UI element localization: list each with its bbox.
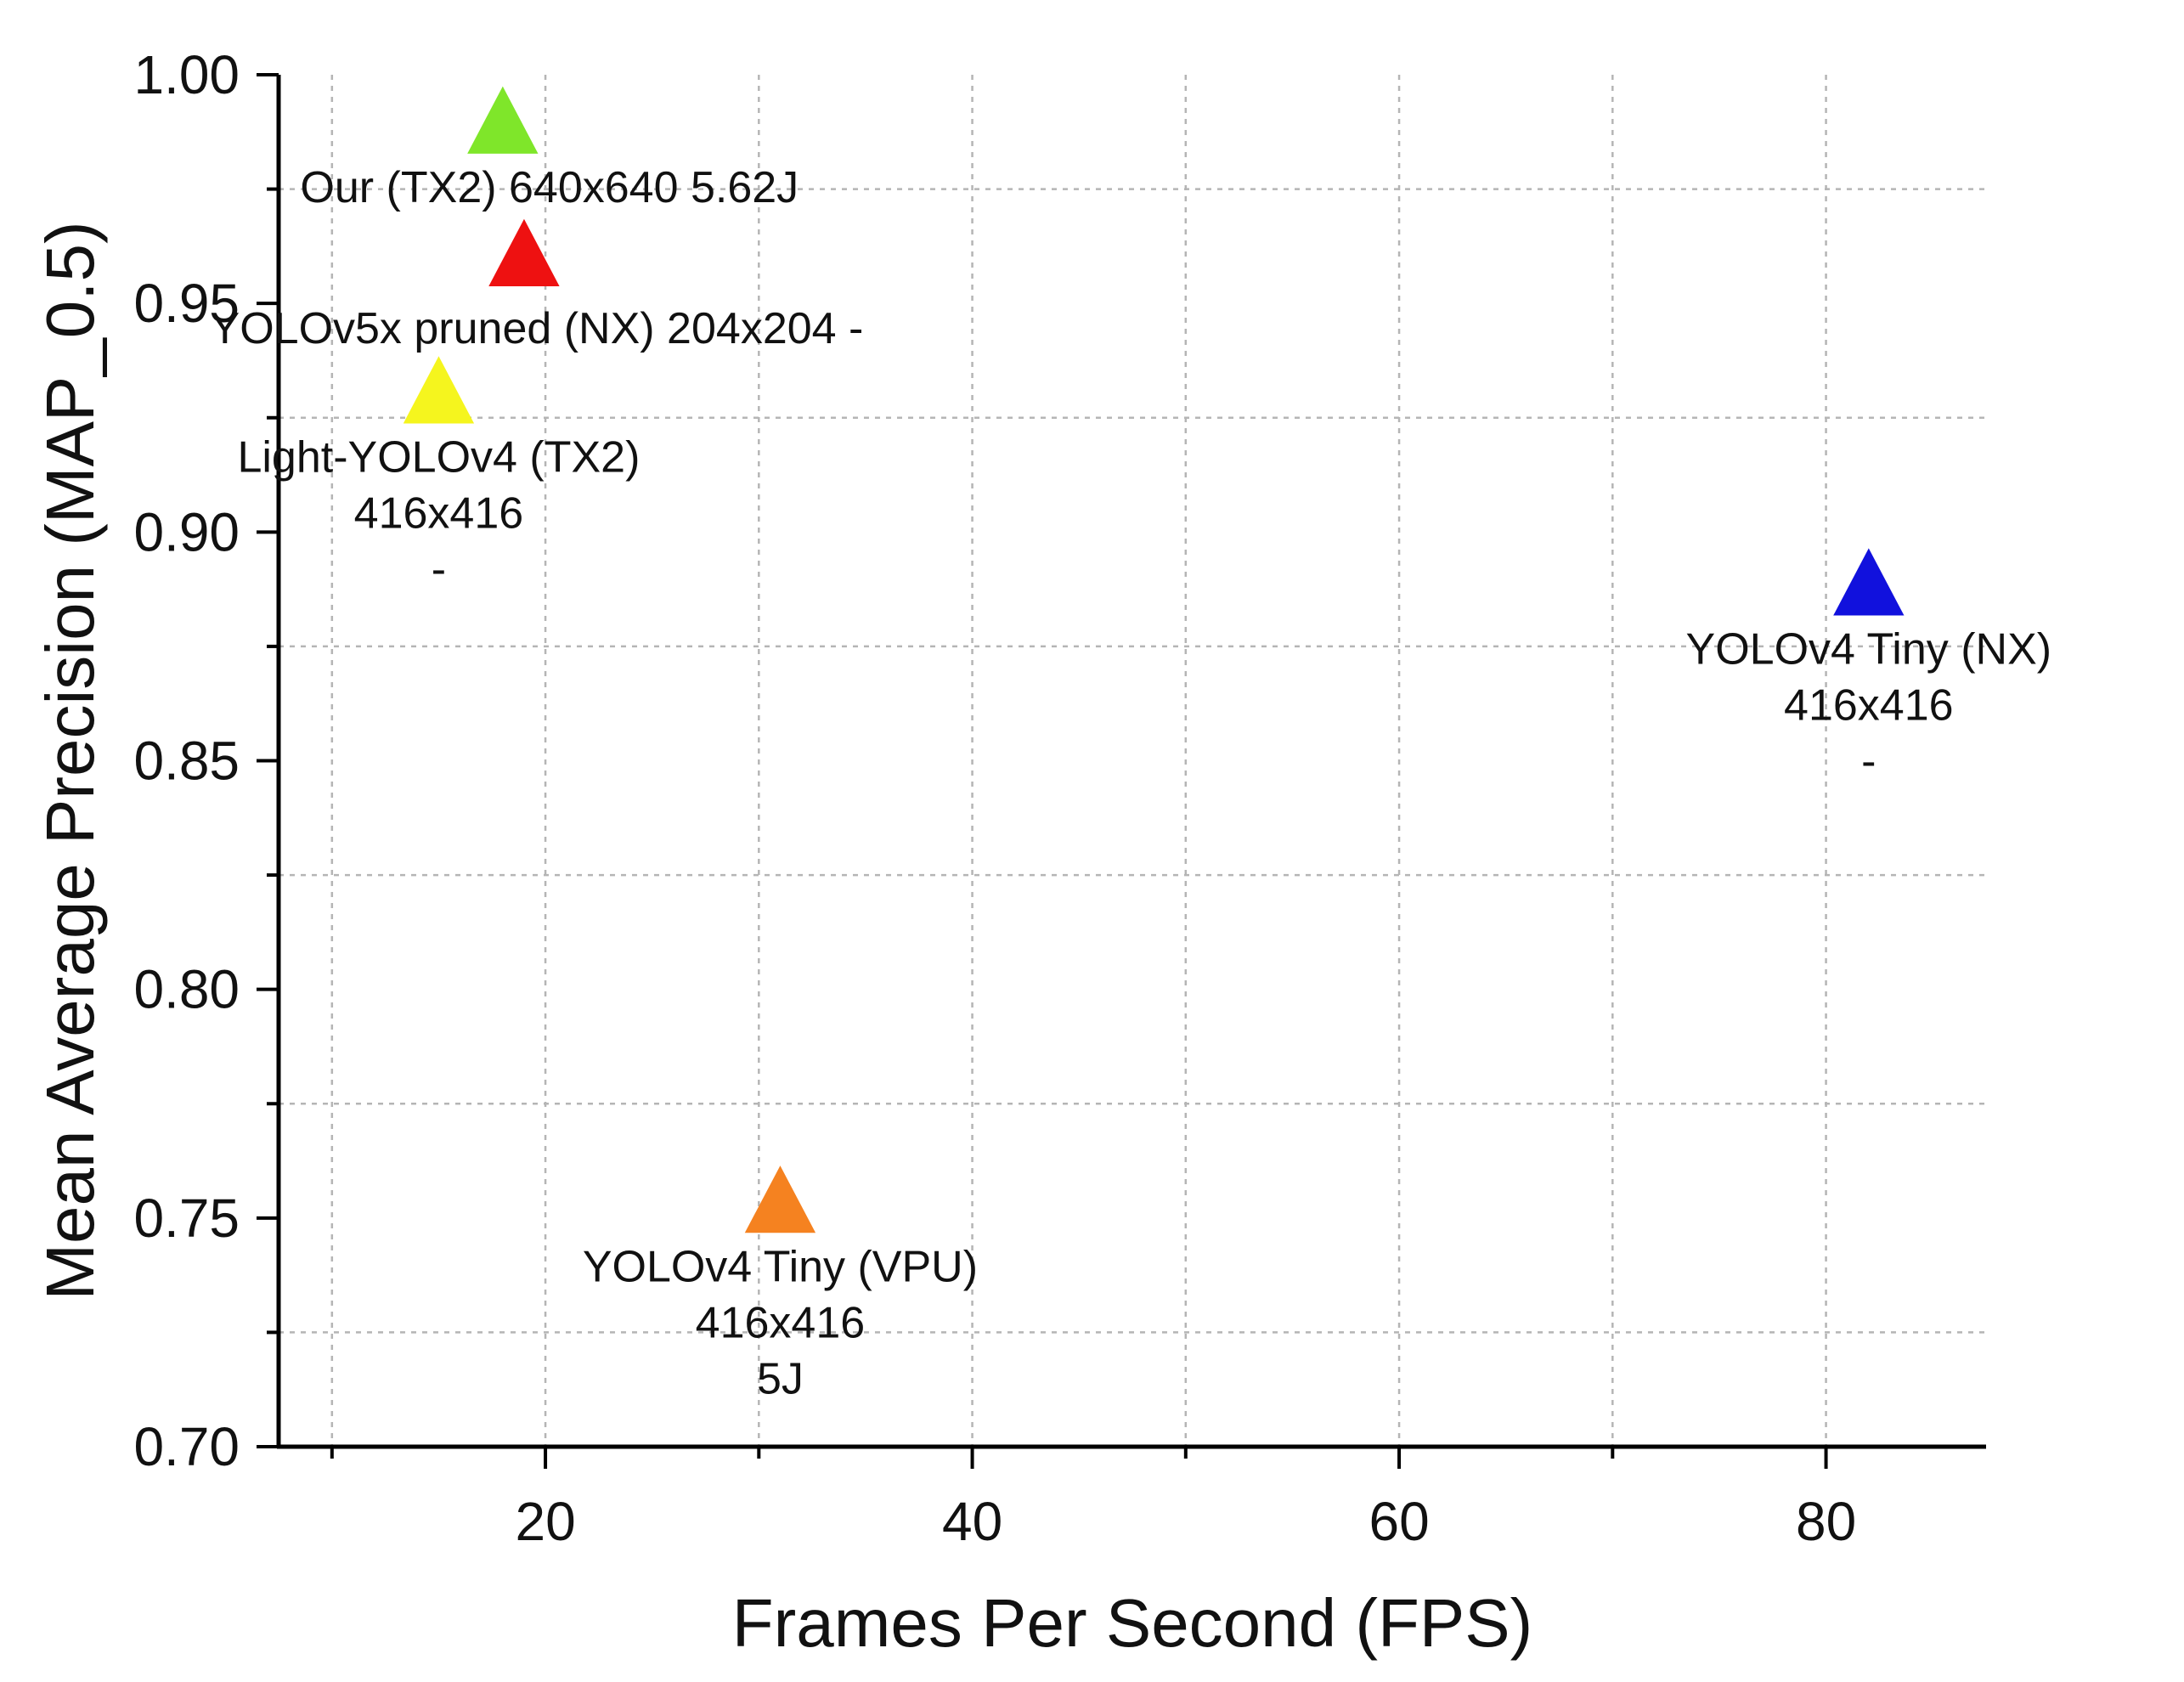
data-point-label-line: Light-YOLOv4 (TX2) [237, 432, 640, 482]
y-tick-label: 1.00 [133, 44, 240, 105]
data-point-label-line: - [1861, 737, 1876, 787]
data-point-label: YOLOv4 Tiny (NX) 416x416 - [1686, 625, 2052, 787]
data-point-label-line: YOLOv4 Tiny (VPU) [583, 1242, 978, 1291]
ticks [257, 73, 1828, 1469]
data-point-label: Our (TX2) 640x640 5.62J [300, 163, 799, 212]
y-tick-label: 0.80 [133, 959, 240, 1020]
data-point-label-line: 416x416 [1784, 681, 1954, 731]
data-point-triangle [488, 218, 560, 286]
data-point-label-line: 416x416 [696, 1298, 866, 1347]
x-tick-label: 40 [942, 1491, 1002, 1552]
data-point-triangle [744, 1166, 816, 1233]
data-point-triangle [467, 86, 539, 154]
data-points [403, 86, 1905, 1233]
y-tick-label: 0.75 [133, 1188, 240, 1249]
y-tick-label: 0.90 [133, 501, 240, 562]
data-point-triangle [403, 356, 475, 424]
data-point-label: YOLOv4 Tiny (VPU) 416x416 5J [583, 1242, 978, 1403]
x-tick-label: 60 [1369, 1491, 1429, 1552]
y-tick-label: 0.95 [133, 273, 240, 334]
tick-labels: 0.70 0.75 0.80 0.85 0.90 0.95 1.00 20 40 60 80 [133, 44, 1856, 1552]
data-point-label-line: YOLOv5x pruned (NX) 204x204 - [211, 304, 864, 353]
grid [279, 75, 1986, 1447]
data-point-triangle [1833, 548, 1905, 616]
x-axis-title: Frames Per Second (FPS) [732, 1585, 1533, 1661]
data-point-label-line: - [432, 545, 446, 594]
data-point-label-line: 5J [757, 1354, 804, 1403]
x-tick-label: 20 [515, 1491, 575, 1552]
data-point-label-line: 416x416 [354, 488, 524, 538]
data-point-label: YOLOv5x pruned (NX) 204x204 - [211, 304, 864, 353]
y-tick-label: 0.70 [133, 1416, 240, 1477]
data-point-label: Light-YOLOv4 (TX2) 416x416 - [237, 432, 640, 594]
data-point-label-line: Our (TX2) 640x640 5.62J [300, 163, 799, 212]
point-labels: Our (TX2) 640x640 5.62J YOLOv5x pruned (N… [211, 163, 2052, 1403]
y-axis-title: Mean Average Precision (MAP_0.5) [32, 221, 108, 1300]
x-tick-label: 80 [1796, 1491, 1856, 1552]
y-tick-label: 0.85 [133, 731, 240, 792]
data-point-label-line: YOLOv4 Tiny (NX) [1686, 625, 2052, 674]
